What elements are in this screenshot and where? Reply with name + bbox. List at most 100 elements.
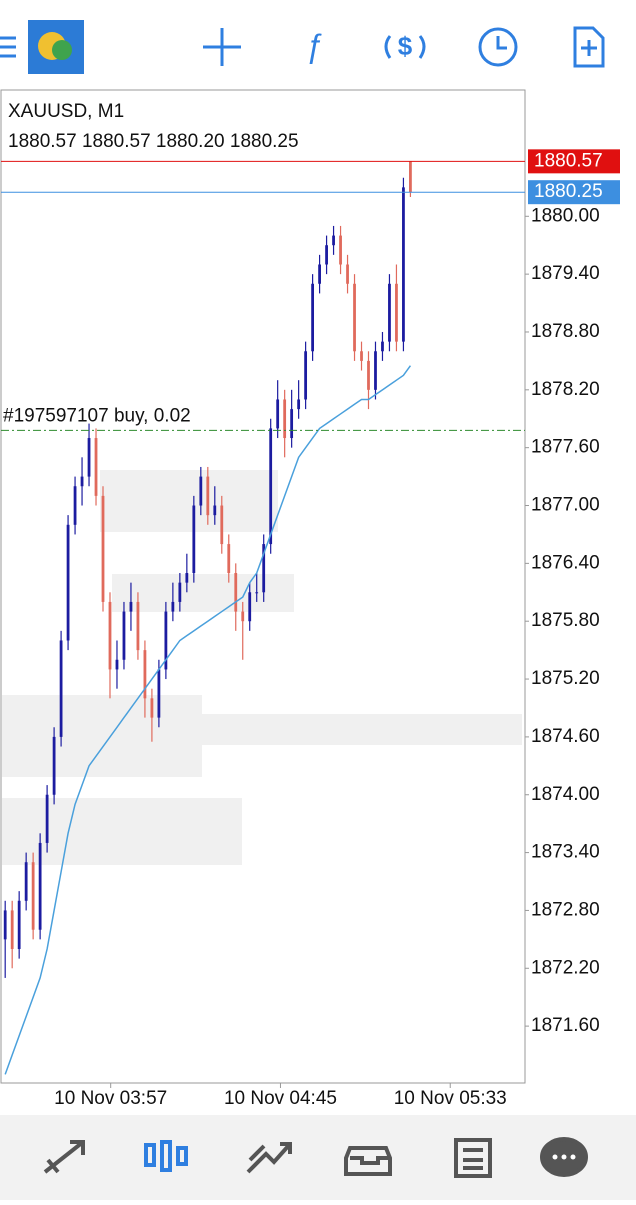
nav-icons [43, 1137, 588, 1178]
y-tick-label: 1879.40 [531, 263, 600, 284]
history-tab[interactable] [344, 1146, 392, 1176]
candle-body [255, 592, 259, 594]
y-tick-label: 1875.80 [531, 610, 600, 631]
candle-body [234, 573, 238, 612]
x-tick-label: 10 Nov 03:57 [54, 1088, 167, 1109]
crosshair-button[interactable] [203, 28, 241, 66]
candle-body [136, 601, 140, 651]
candle-body [395, 283, 398, 342]
messages-tab[interactable] [540, 1137, 588, 1177]
candle-body [346, 264, 349, 284]
candle-body [241, 611, 245, 622]
y-tick-label: 1878.80 [531, 321, 600, 342]
order-label: #197597107 buy, 0.02 [3, 405, 191, 426]
moving-average [4, 365, 412, 1075]
candle-body [283, 399, 287, 439]
candle-body [248, 592, 252, 622]
candle-body [339, 235, 342, 265]
y-tick-label: 1877.00 [531, 495, 600, 516]
candle-body [157, 669, 161, 718]
candle-body [87, 438, 91, 477]
y-tick-label: 1875.20 [531, 668, 600, 689]
candle-body [115, 659, 119, 670]
candle-body [227, 544, 231, 574]
candle-body [332, 235, 335, 246]
candle-body [171, 601, 175, 612]
candle-body [206, 476, 210, 516]
candle-body [129, 601, 133, 612]
ask-box [528, 149, 620, 174]
symbol-title: XAUUSD, M1 [8, 101, 124, 122]
candle-body [276, 399, 280, 429]
candle-body [164, 611, 168, 670]
news-tab[interactable] [454, 1138, 492, 1178]
candle-body [73, 486, 77, 525]
candle-body [59, 640, 63, 737]
trade-button[interactable]: $ [384, 31, 426, 61]
candle-body [10, 910, 14, 949]
candle-body [178, 582, 182, 602]
candle-body [360, 351, 363, 361]
timeframe-button[interactable] [478, 27, 518, 67]
candle-body [80, 476, 84, 487]
candle-body [381, 341, 384, 352]
bid-label: 1880.25 [534, 181, 603, 202]
menu-button[interactable] [0, 36, 16, 58]
y-tick-label: 1878.20 [531, 379, 600, 400]
indicators-button[interactable]: ƒ [305, 27, 323, 63]
app-icon[interactable] [28, 20, 84, 74]
candle-body [31, 862, 35, 930]
candle-body [38, 842, 42, 930]
candle-body [143, 650, 147, 699]
quotes-tab[interactable] [43, 1140, 85, 1174]
bid-box [528, 180, 620, 205]
y-tick-label: 1874.60 [531, 726, 600, 747]
y-tick-label: 1876.40 [531, 552, 600, 573]
chart-tab[interactable] [144, 1140, 188, 1172]
x-tick-label: 10 Nov 04:45 [224, 1088, 337, 1109]
candle-body [269, 428, 273, 545]
candle-body [213, 505, 217, 516]
candle-body [374, 351, 377, 390]
candle-body [304, 351, 308, 400]
candle-body [220, 505, 224, 545]
y-tick-label: 1877.60 [531, 437, 600, 458]
candle-body [150, 698, 154, 718]
candle-body [325, 245, 328, 265]
y-tick-label: 1874.00 [531, 784, 600, 805]
candle-body [192, 505, 196, 574]
new-order-button[interactable] [573, 26, 605, 68]
candle-body [3, 910, 7, 940]
top-toolbar: ƒ $ [0, 20, 605, 74]
ohlc-text: 1880.57 1880.57 1880.20 1880.25 [8, 131, 299, 152]
candle-body [94, 438, 98, 496]
candle-body [45, 794, 49, 843]
candle-body [290, 409, 294, 439]
candle-body [199, 476, 203, 506]
y-tick-label: 1872.80 [531, 899, 600, 920]
candle-body [108, 601, 112, 670]
y-tick-label: 1873.40 [531, 842, 600, 863]
candle-body [367, 360, 370, 390]
svg-text:$: $ [398, 31, 413, 61]
y-tick-label: 1872.20 [531, 957, 600, 978]
x-tick-label: 10 Nov 05:33 [394, 1088, 507, 1109]
candle-body [402, 187, 405, 342]
trade-tab[interactable] [246, 1142, 292, 1174]
y-tick-label: 1871.60 [531, 1015, 600, 1036]
candle-body [185, 573, 189, 583]
candle-body [388, 283, 391, 342]
candle-body [297, 399, 301, 410]
candle-body [409, 161, 412, 193]
candle-body [262, 544, 266, 593]
candle-body [101, 495, 105, 602]
candle-body [311, 283, 315, 352]
candle-body [24, 862, 28, 901]
candle-body [17, 900, 21, 949]
candle-body [122, 611, 126, 660]
candle-body [66, 524, 70, 641]
candle-body [318, 264, 321, 284]
candle-body [353, 283, 356, 352]
